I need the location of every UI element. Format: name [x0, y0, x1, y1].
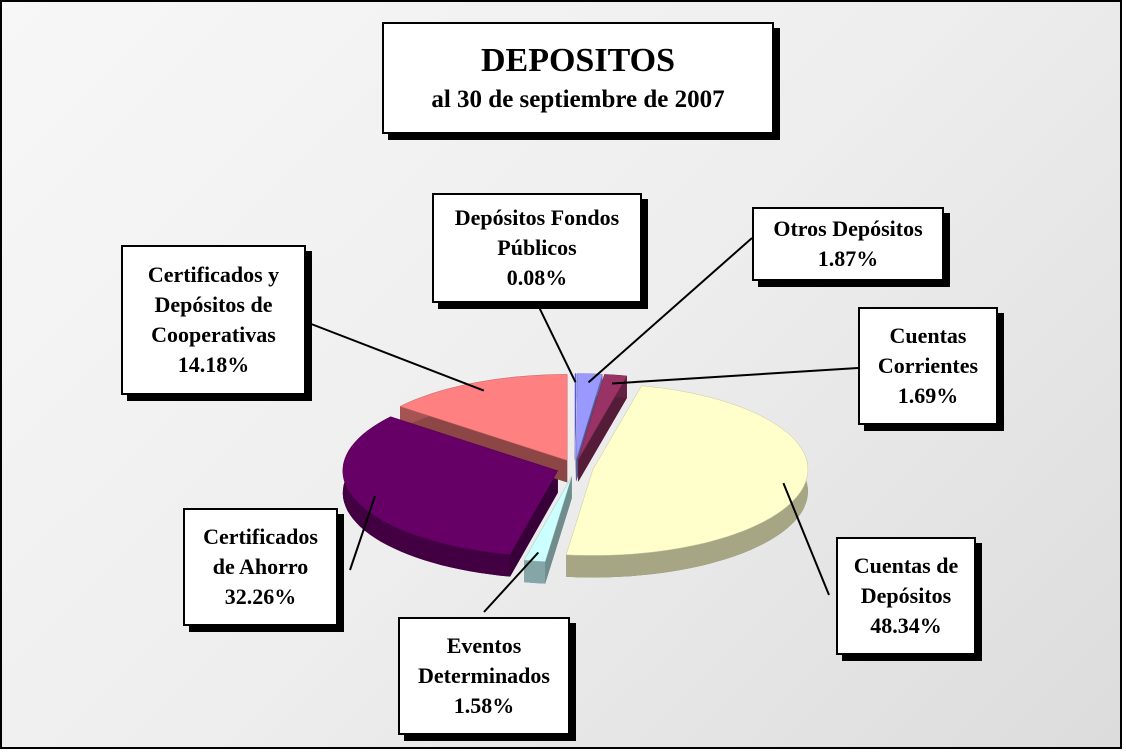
slice: [399, 374, 568, 461]
slice-name: Otros Depósitos: [773, 216, 923, 241]
leader-line: [483, 551, 540, 613]
data-label-box: Otros Depósitos 1.87%: [752, 207, 944, 281]
slice-name: Eventos Determinados: [418, 633, 550, 688]
data-label-box: Certificados de Ahorro 32.26%: [183, 508, 338, 626]
title-box: DEPOSITOS al 30 de septiembre de 2007: [382, 22, 774, 134]
slice: [577, 374, 628, 460]
value-label: 1.87%: [817, 246, 879, 271]
slice-rim: [524, 560, 546, 584]
value-label: 14.18%: [177, 352, 250, 377]
data-label-box: Cuentas de Depósitos 48.34%: [836, 537, 976, 655]
leader-line: [536, 302, 577, 383]
slice-name: Depósitos Fondos Públicos: [454, 205, 620, 260]
slice: [523, 476, 573, 562]
value-label: 32.26%: [224, 584, 297, 609]
leader-line: [349, 495, 376, 571]
value-label: 0.08%: [506, 265, 568, 290]
slice-name: Certificados de Ahorro: [203, 524, 318, 579]
slice-side: [510, 470, 558, 577]
chart-title: DEPOSITOS: [480, 42, 675, 79]
slice: [342, 416, 559, 555]
slice: [565, 385, 809, 556]
data-label-box: Certificados y Depósitos de Cooperativas…: [121, 245, 306, 395]
slice-side: [578, 376, 627, 482]
leader-line: [782, 482, 830, 596]
leader-line: [611, 367, 859, 385]
data-label-box: Eventos Determinados 1.58%: [398, 617, 570, 735]
value-label: 48.34%: [870, 613, 942, 638]
data-label-box: Depósitos Fondos Públicos 0.08%: [432, 193, 642, 303]
slice-name: Certificados y Depósitos de Cooperativas: [147, 262, 280, 347]
chart-subtitle: al 30 de septiembre de 2007: [431, 86, 725, 113]
leader-line: [305, 321, 485, 392]
slice: [575, 373, 603, 460]
value-label: 1.58%: [453, 693, 515, 718]
slice-name: Cuentas de Depósitos: [853, 553, 959, 608]
leader-line: [587, 237, 753, 384]
value-label: 1.69%: [897, 383, 959, 408]
slice-name: Cuentas Corrientes: [877, 323, 979, 378]
slice: [574, 373, 577, 460]
data-label-box: Cuentas Corrientes 1.69%: [858, 307, 998, 425]
slice-rim: [342, 416, 511, 577]
